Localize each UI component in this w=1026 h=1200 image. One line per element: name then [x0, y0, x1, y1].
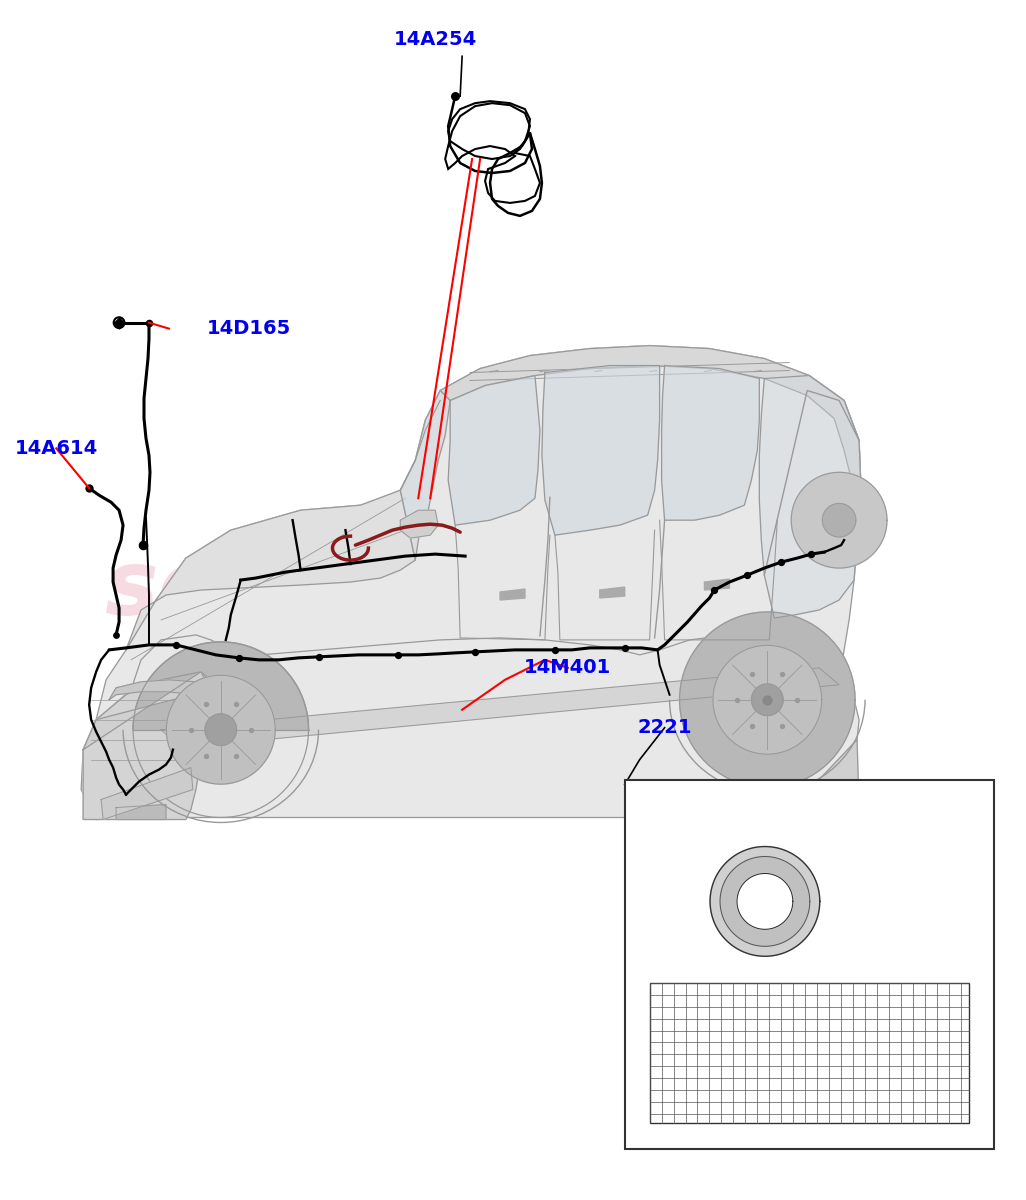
Point	[744, 716, 760, 736]
Point	[447, 86, 464, 106]
Polygon shape	[823, 504, 856, 536]
Point	[141, 313, 157, 332]
Polygon shape	[600, 587, 625, 598]
Polygon shape	[161, 668, 839, 748]
Polygon shape	[679, 612, 855, 787]
Text: scuderia: scuderia	[104, 546, 538, 634]
Point	[729, 690, 746, 709]
Point	[467, 642, 483, 661]
Polygon shape	[705, 580, 729, 590]
Polygon shape	[500, 589, 525, 600]
Polygon shape	[737, 874, 793, 929]
Point	[803, 545, 820, 564]
Point	[242, 720, 259, 739]
Polygon shape	[166, 676, 275, 784]
Polygon shape	[710, 846, 820, 956]
Polygon shape	[791, 473, 887, 568]
Polygon shape	[109, 680, 210, 700]
Bar	[649, 983, 969, 1123]
Point	[547, 641, 563, 660]
Point	[228, 694, 244, 713]
Polygon shape	[720, 857, 810, 947]
Polygon shape	[662, 366, 759, 520]
Polygon shape	[400, 390, 450, 560]
Point	[167, 635, 184, 654]
Point	[111, 313, 127, 332]
Text: 14A254: 14A254	[394, 30, 477, 49]
Polygon shape	[780, 739, 859, 820]
Polygon shape	[81, 635, 859, 820]
Polygon shape	[542, 366, 660, 535]
Polygon shape	[133, 642, 309, 730]
Point	[310, 647, 326, 666]
Text: art    parts: art parts	[244, 636, 536, 684]
Polygon shape	[83, 672, 210, 750]
Point	[617, 638, 633, 658]
Point	[759, 690, 776, 709]
Polygon shape	[448, 376, 540, 526]
Polygon shape	[116, 804, 166, 820]
Point	[390, 646, 406, 665]
Point	[774, 665, 790, 684]
Point	[774, 716, 790, 736]
Point	[183, 720, 199, 739]
Polygon shape	[126, 491, 416, 650]
Point	[198, 746, 214, 766]
Polygon shape	[759, 376, 861, 618]
Text: 2221: 2221	[637, 719, 692, 737]
Point	[134, 535, 151, 554]
Point	[789, 690, 805, 709]
Polygon shape	[713, 646, 822, 754]
Polygon shape	[751, 684, 783, 715]
Point	[198, 694, 214, 713]
Polygon shape	[205, 714, 237, 745]
Point	[739, 565, 755, 584]
Text: 14M401: 14M401	[524, 659, 611, 677]
Point	[231, 648, 247, 667]
Point	[773, 552, 789, 571]
Polygon shape	[400, 510, 438, 538]
Polygon shape	[102, 768, 193, 820]
Polygon shape	[83, 672, 215, 820]
Text: 14A614: 14A614	[14, 439, 97, 458]
Polygon shape	[440, 346, 861, 491]
Point	[108, 625, 124, 644]
Text: 14D165: 14D165	[206, 319, 290, 338]
Bar	[625, 780, 994, 1148]
Point	[228, 746, 244, 766]
Point	[111, 313, 127, 332]
Point	[744, 665, 760, 684]
Point	[706, 581, 722, 600]
Point	[81, 479, 97, 498]
Polygon shape	[96, 346, 861, 720]
